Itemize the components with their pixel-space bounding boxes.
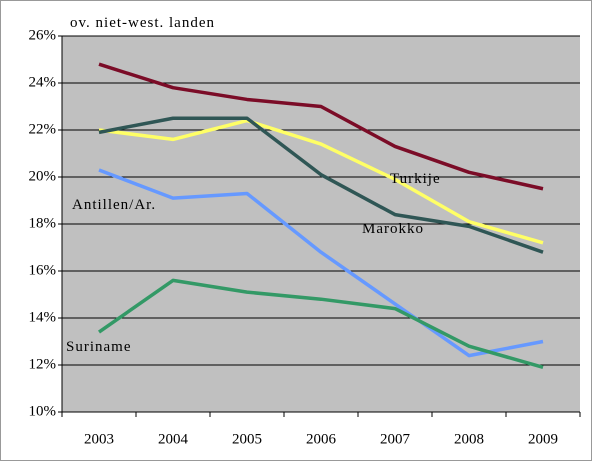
y-tick-label: 14% — [29, 309, 57, 325]
x-tick-label: 2009 — [528, 431, 558, 447]
x-tick-label: 2003 — [84, 431, 114, 447]
series-line — [98, 118, 544, 245]
series-label: Turkije — [390, 171, 441, 187]
y-tick-label: 20% — [29, 168, 57, 184]
series-line — [97, 278, 544, 370]
y-tick-label: 12% — [29, 356, 57, 372]
series-label: Marokko — [362, 221, 424, 237]
series-label: Suriname — [66, 339, 132, 355]
x-tick-label: 2008 — [454, 431, 484, 447]
y-tick-label: 22% — [29, 121, 57, 137]
y-tick-label: 24% — [29, 74, 57, 90]
x-tick-label: 2006 — [306, 431, 337, 447]
x-tick-label: 2007 — [380, 431, 411, 447]
series-line — [98, 62, 544, 191]
y-tick-label: 26% — [29, 27, 57, 43]
y-tick-label: 16% — [29, 262, 57, 278]
x-tick-label: 2004 — [158, 431, 189, 447]
y-tick-label: 18% — [29, 215, 57, 231]
series-line — [98, 168, 544, 358]
series-line — [98, 116, 544, 254]
series-label: Antillen/Ar. — [72, 197, 157, 213]
series-label: ov. niet-west. landen — [70, 15, 215, 31]
y-tick-label: 10% — [29, 403, 57, 419]
x-tick-label: 2005 — [232, 431, 262, 447]
